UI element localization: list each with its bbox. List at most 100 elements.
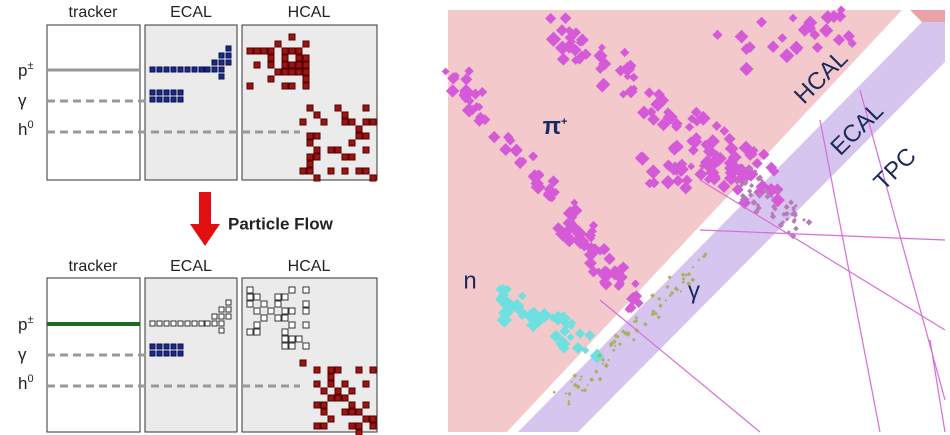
ecal-cell <box>192 321 197 326</box>
ecal-cell <box>164 344 169 349</box>
ecal-cell <box>171 344 176 349</box>
column-label: ECAL <box>170 4 212 21</box>
hcal-cell <box>268 62 274 68</box>
hcal-cell <box>307 161 313 167</box>
ecal-cell <box>199 67 204 72</box>
ecal-cell <box>150 321 155 326</box>
hcal-cell <box>268 308 274 314</box>
hcal-cell <box>349 119 355 125</box>
hcal-cell <box>335 388 341 394</box>
arrow-label: Particle Flow <box>228 214 334 233</box>
hcal-cell <box>307 168 313 174</box>
hcal-cell <box>289 322 295 328</box>
hcal-cell <box>282 83 288 89</box>
hcal-cell <box>282 294 288 300</box>
hcal-cell <box>303 83 309 89</box>
hcal-cell <box>268 48 274 54</box>
hcal-cell <box>254 48 260 54</box>
hcal-cell <box>282 336 288 342</box>
hcal-cell <box>289 336 295 342</box>
hcal-cell <box>289 308 295 314</box>
ecal-cell <box>226 60 231 65</box>
hcal-cell <box>261 48 267 54</box>
hcal-cell <box>328 374 334 380</box>
row-label: γ <box>18 91 27 110</box>
hcal-cell <box>349 409 355 415</box>
hcal-cell <box>349 423 355 429</box>
hcal-cell <box>370 119 376 125</box>
hcal-cell <box>363 119 369 125</box>
hcal-cell <box>296 336 302 342</box>
hcal-cell <box>254 322 260 328</box>
ecal-cell <box>178 351 183 356</box>
hcal-cell <box>314 402 320 408</box>
hcal-cell <box>300 360 306 366</box>
hcal-cell <box>247 301 253 307</box>
ecal-cell <box>164 90 169 95</box>
hcal-cell <box>314 175 320 181</box>
hcal-cell <box>296 69 302 75</box>
ecal-cell <box>226 53 231 58</box>
hcal-cell <box>254 308 260 314</box>
ecal-cell <box>164 67 169 72</box>
hcal-cell <box>261 301 267 307</box>
ecal-cell <box>150 351 155 356</box>
ecal-cell <box>226 314 231 319</box>
hcal-cell <box>303 322 309 328</box>
ecal-cell <box>171 321 176 326</box>
hcal-cell <box>247 48 253 54</box>
ecal-cell <box>199 321 204 326</box>
ecal-cell <box>150 344 155 349</box>
ecal-cell <box>185 321 190 326</box>
hcal-cell <box>314 147 320 153</box>
ecal-cell <box>157 90 162 95</box>
ecal-cell <box>212 321 217 326</box>
hcal-cell <box>321 409 327 415</box>
ecal-cell <box>212 60 217 65</box>
ecal-cell <box>178 67 183 72</box>
hcal-cell <box>363 402 369 408</box>
ecal-cell <box>178 344 183 349</box>
ecal-cell <box>219 74 224 79</box>
ecal-cell <box>219 53 224 58</box>
ecal-cell <box>150 97 155 102</box>
ecal-cell <box>157 351 162 356</box>
ecal-cell <box>171 90 176 95</box>
hcal-cell <box>282 343 288 349</box>
hcal-cell <box>335 395 341 401</box>
ecal-cell <box>164 351 169 356</box>
hcal-cell <box>307 133 313 139</box>
hcal-cell <box>289 34 295 40</box>
hcal-cell <box>303 62 309 68</box>
hcal-cell <box>289 83 295 89</box>
neutron-label: n <box>463 267 476 294</box>
hcal-cell <box>328 416 334 422</box>
hcal-cell <box>307 105 313 111</box>
row-label: γ <box>18 345 27 364</box>
ecal-cell <box>219 314 224 319</box>
hcal-cell <box>370 416 376 422</box>
event-display <box>448 10 945 432</box>
ecal-cell <box>164 321 169 326</box>
hcal-cell <box>356 409 362 415</box>
hcal-cell <box>370 175 376 181</box>
hcal-cell <box>356 430 362 435</box>
hcal-cell <box>335 367 341 373</box>
ecal-cell <box>219 67 224 72</box>
ecal-cell <box>192 67 197 72</box>
hcal-cell <box>282 308 288 314</box>
ecal-cell <box>171 67 176 72</box>
row-label: p± <box>18 314 34 335</box>
figure: tracker ECAL HCAL p± γ h0 Particle Flow … <box>0 0 950 435</box>
ecal-cell <box>171 97 176 102</box>
column-label: HCAL <box>288 258 331 275</box>
hcal-cell <box>289 343 295 349</box>
hcal-cell <box>247 329 253 335</box>
ecal-cell <box>219 328 224 333</box>
hcal-cell <box>321 423 327 429</box>
ecal-cell <box>178 90 183 95</box>
hcal-cell <box>328 395 334 401</box>
hcal-cell <box>349 402 355 408</box>
hcal-cell <box>307 140 313 146</box>
top-panel: tracker ECAL HCAL p± γ h0 <box>18 4 377 180</box>
